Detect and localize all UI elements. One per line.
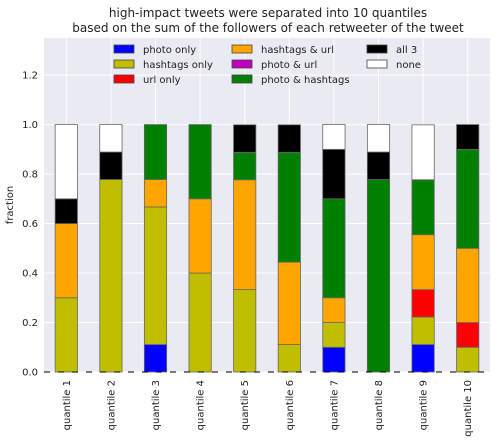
legend-swatch-photo-only [113, 44, 135, 54]
bars [54, 124, 480, 373]
x-tick-label: quantile 4 [196, 380, 207, 430]
y-tick-label: 0.2 [22, 318, 38, 329]
bar-segment-hashtags-url-4 [188, 198, 212, 274]
bar-segment-photo-hashtags-4 [188, 124, 212, 200]
legend-label: none [396, 60, 421, 71]
x-tick-label: quantile 5 [240, 380, 251, 430]
bar-segment-none-8 [366, 124, 391, 153]
bar-segment-hashtags-url-7 [322, 297, 346, 323]
bar-segment-photo-hashtags-5 [233, 151, 257, 181]
x-tick-label: quantile 7 [329, 380, 340, 430]
y-tick-label: 1.0 [22, 120, 38, 131]
bar-segment-all-3-2 [99, 151, 123, 180]
chart-title-line-2: based on the sum of the followers of eac… [72, 21, 464, 35]
bar-segment-hashtags-only-4 [188, 272, 212, 373]
x-tick-label: quantile 6 [285, 380, 296, 430]
bar-segment-all-3-5 [233, 124, 257, 153]
bar-segment-none-7 [322, 124, 346, 150]
y-tick-labels: 0.0 0.2 0.4 0.6 0.8 1.0 1.2 [22, 71, 38, 379]
bar-segment-photo-only-7 [322, 346, 346, 373]
bar-segment-hashtags-url-9 [411, 234, 435, 291]
legend-swatch-all-3 [366, 44, 388, 54]
legend-label: photo & url [261, 60, 317, 71]
bar-segment-hashtags-only-7 [322, 322, 346, 348]
bar-segment-hashtags-url-3 [143, 179, 168, 208]
y-tick-label: 1.2 [22, 71, 38, 82]
bar-segment-photo-hashtags-7 [322, 198, 346, 299]
x-tick-labels: quantile 1 quantile 2 quantile 3 quantile 4… [62, 380, 474, 437]
bar-segment-hashtags-only-9 [411, 316, 435, 345]
legend-swatch-photo-hashtags [231, 74, 253, 84]
legend-label: photo & hashtags [261, 75, 350, 86]
bar-segment-all-3-1 [54, 198, 78, 224]
bar-segment-hashtags-url-6 [277, 261, 301, 345]
bar-segment-none-9 [411, 124, 435, 181]
legend-label: photo only [143, 45, 196, 56]
legend-label: hashtags & url [261, 45, 334, 56]
legend-label: url only [143, 75, 181, 86]
legend-label: hashtags only [143, 60, 213, 71]
x-tick-label: quantile 9 [419, 380, 430, 430]
bar-segment-url-only-10 [456, 322, 480, 348]
legend-swatch-hashtags-url [231, 44, 253, 54]
y-axis-label: fraction [5, 186, 16, 224]
bar-segment-all-3-6 [277, 124, 301, 153]
bar-segment-photo-hashtags-9 [411, 179, 435, 236]
bar-segment-none-2 [99, 124, 123, 153]
bar-segment-hashtags-only-1 [54, 297, 78, 373]
bar-segment-hashtags-only-6 [277, 344, 301, 373]
bar-segment-all-3-8 [366, 151, 391, 180]
y-tick-label: 0.8 [22, 170, 38, 181]
y-tick-label: 0.4 [22, 269, 38, 280]
x-tick-label: quantile 10 [463, 380, 474, 437]
y-tick-label: 0.6 [22, 219, 38, 230]
bar-segment-hashtags-url-5 [233, 179, 257, 291]
bar-segment-photo-hashtags-6 [277, 151, 301, 263]
x-tick-label: quantile 3 [151, 380, 162, 430]
bar-segment-hashtags-url-1 [54, 223, 78, 299]
bar-segment-photo-hashtags-8 [366, 179, 391, 373]
legend: photo only hashtags only url only hashtags … [113, 44, 421, 86]
bar-segment-photo-only-9 [411, 344, 435, 373]
legend-swatch-none [366, 59, 388, 69]
bar-segment-url-only-9 [411, 289, 435, 318]
legend-swatch-url-only [113, 74, 135, 84]
bar-segment-all-3-7 [322, 148, 346, 200]
legend-swatch-hashtags-only [113, 59, 135, 69]
x-tick-label: quantile 2 [106, 380, 117, 430]
bar-segment-hashtags-only-10 [456, 346, 480, 373]
chart-title-line-1: high-impact tweets were separated into 1… [109, 6, 427, 20]
bar-segment-hashtags-only-2 [99, 179, 123, 373]
legend-label: all 3 [396, 45, 417, 56]
bar-segment-hashtags-only-3 [143, 206, 168, 345]
x-tick-label: quantile 8 [374, 380, 385, 430]
bar-segment-none-1 [54, 124, 78, 200]
x-tick-label: quantile 1 [62, 380, 73, 430]
bar-segment-hashtags-url-10 [456, 247, 480, 323]
bar-segment-all-3-10 [456, 124, 480, 150]
y-tick-label: 0.0 [22, 368, 38, 379]
bar-segment-photo-hashtags-3 [143, 124, 168, 180]
bar-segment-photo-only-3 [143, 344, 168, 373]
bar-segment-hashtags-only-5 [233, 289, 257, 373]
bar-segment-photo-hashtags-10 [456, 148, 480, 249]
legend-swatch-photo-url [231, 59, 253, 69]
